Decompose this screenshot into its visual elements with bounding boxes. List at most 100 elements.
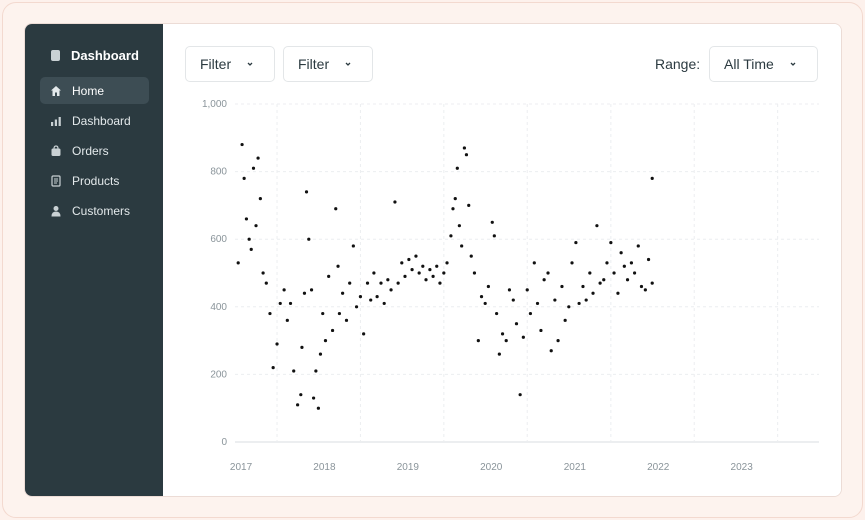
data-point	[403, 274, 407, 278]
data-point	[307, 237, 311, 241]
range-label: Range:	[655, 56, 701, 72]
data-point	[438, 281, 442, 285]
data-point	[288, 301, 293, 306]
data-point	[497, 352, 501, 356]
sidebar-item-home[interactable]: Home	[40, 77, 149, 104]
data-point	[372, 271, 376, 275]
data-point	[445, 261, 449, 265]
data-point	[341, 291, 345, 295]
sidebar-item-dashboard[interactable]: Dashboard	[40, 107, 149, 134]
data-point	[539, 328, 543, 333]
data-point	[518, 393, 522, 397]
data-point	[451, 207, 455, 211]
sidebar-item-orders[interactable]: Orders	[40, 137, 149, 164]
home-icon	[50, 85, 62, 97]
data-point	[292, 369, 296, 373]
x-tick-label: 2021	[564, 462, 587, 473]
data-point	[407, 257, 411, 262]
data-point	[455, 166, 459, 170]
data-point	[507, 288, 512, 292]
data-point	[251, 166, 256, 170]
data-point	[462, 146, 466, 150]
data-point	[264, 281, 268, 285]
data-point	[247, 237, 251, 241]
data-point	[242, 176, 246, 180]
sidebar-item-customers[interactable]: Customers	[40, 197, 149, 224]
data-point	[311, 396, 316, 400]
data-point	[344, 318, 349, 322]
app-window: Dashboard Home Dashboard Orders	[24, 23, 842, 497]
data-point	[268, 311, 272, 316]
data-point	[464, 153, 469, 157]
data-point	[240, 142, 244, 147]
data-point	[622, 264, 626, 268]
y-tick-label: 1,000	[202, 99, 227, 110]
data-point	[389, 288, 393, 292]
data-point	[365, 281, 370, 285]
data-point	[588, 271, 592, 275]
data-point	[382, 301, 386, 306]
data-point	[414, 254, 418, 258]
data-point	[304, 190, 309, 194]
data-point	[495, 311, 499, 316]
filter-dropdown-1[interactable]: Filter	[185, 46, 275, 82]
filter-dropdown-2[interactable]: Filter	[283, 46, 373, 82]
sidebar-item-label: Orders	[72, 143, 109, 158]
data-point	[321, 311, 325, 316]
data-point	[236, 261, 240, 265]
data-point	[521, 335, 525, 339]
data-point	[643, 288, 647, 292]
data-point	[318, 352, 323, 356]
data-point	[386, 278, 390, 282]
data-point	[316, 406, 320, 410]
data-point	[479, 295, 484, 299]
sidebar-item-products[interactable]: Products	[40, 167, 149, 194]
data-point	[535, 301, 540, 306]
y-tick-label: 600	[210, 234, 227, 245]
data-point	[314, 369, 318, 373]
data-point	[244, 217, 249, 221]
data-point	[417, 271, 421, 275]
data-point	[442, 271, 446, 275]
data-point	[334, 207, 338, 211]
data-point	[449, 234, 453, 238]
range-dropdown[interactable]: All Time	[709, 46, 818, 82]
data-point	[633, 271, 637, 275]
data-point	[595, 224, 599, 228]
data-point	[309, 288, 314, 292]
data-point	[282, 288, 286, 292]
data-point	[577, 301, 581, 306]
data-point	[460, 244, 464, 248]
data-point	[591, 291, 595, 295]
data-point	[256, 156, 260, 160]
data-point	[300, 345, 304, 349]
data-point	[362, 332, 366, 336]
data-point	[472, 271, 477, 275]
data-point	[629, 261, 634, 265]
data-point	[492, 234, 496, 238]
data-point	[500, 332, 505, 336]
data-point	[302, 291, 307, 295]
data-point	[424, 278, 428, 282]
data-point	[619, 251, 623, 255]
x-tick-label: 2017	[230, 462, 253, 473]
sidebar-item-label: Dashboard	[72, 113, 131, 128]
chevron-down-icon	[790, 62, 796, 66]
data-point	[379, 281, 383, 285]
sidebar-item-label: Home	[72, 83, 105, 98]
data-point	[330, 328, 335, 333]
data-point	[296, 403, 300, 407]
data-point	[490, 220, 494, 224]
x-tick-label: 2019	[397, 462, 420, 473]
data-point	[467, 203, 471, 207]
data-point	[369, 298, 373, 302]
brand[interactable]: Dashboard	[51, 48, 139, 63]
range-value: All Time	[724, 56, 774, 72]
data-point	[581, 284, 585, 289]
data-point	[612, 271, 616, 275]
y-tick-label: 200	[210, 369, 227, 380]
data-point	[453, 197, 457, 201]
data-point	[258, 197, 262, 201]
x-tick-label: 2022	[647, 462, 670, 473]
data-point	[650, 281, 654, 285]
